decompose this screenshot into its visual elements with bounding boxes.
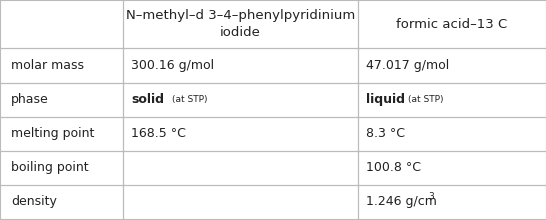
Text: 300.16 g/mol: 300.16 g/mol [131,59,214,72]
Text: phase: phase [11,93,49,106]
Text: formic acid–13 C: formic acid–13 C [396,18,507,31]
Text: melting point: melting point [11,127,94,140]
Text: 1.246 g/cm: 1.246 g/cm [366,195,437,208]
Text: boiling point: boiling point [11,161,88,174]
Text: (at STP): (at STP) [172,95,207,104]
Text: solid: solid [131,93,164,106]
Text: N–methyl–d 3–4–phenylpyridinium
iodide: N–methyl–d 3–4–phenylpyridinium iodide [126,9,355,39]
Text: 168.5 °C: 168.5 °C [131,127,186,140]
Text: molar mass: molar mass [11,59,84,72]
Text: (at STP): (at STP) [408,95,444,104]
Text: 8.3 °C: 8.3 °C [366,127,405,140]
Text: 100.8 °C: 100.8 °C [366,161,421,174]
Text: density: density [11,195,57,208]
Text: 47.017 g/mol: 47.017 g/mol [366,59,449,72]
Text: 3: 3 [429,192,435,201]
Text: liquid: liquid [366,93,405,106]
